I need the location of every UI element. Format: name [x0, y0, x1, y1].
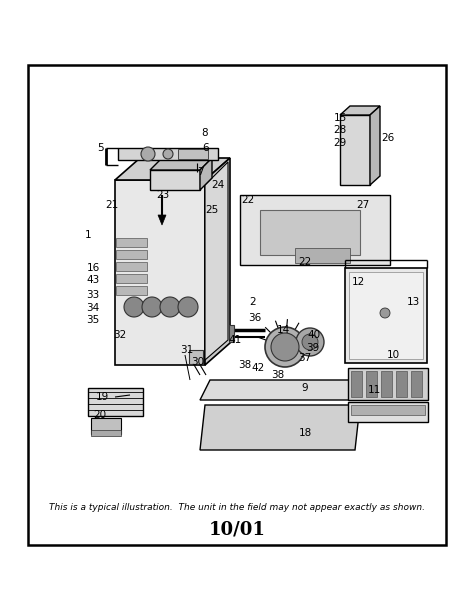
Text: 30: 30 [191, 357, 205, 367]
Polygon shape [115, 158, 230, 180]
Polygon shape [200, 158, 212, 190]
Bar [351, 371, 362, 397]
Text: 6: 6 [203, 143, 210, 153]
Circle shape [380, 308, 390, 318]
Polygon shape [200, 380, 365, 400]
Bar [381, 371, 392, 397]
Text: 31: 31 [181, 345, 193, 355]
Bar [178, 149, 208, 159]
Text: 10: 10 [386, 350, 400, 360]
Text: 5: 5 [98, 143, 104, 153]
Circle shape [141, 147, 155, 161]
Polygon shape [158, 215, 166, 225]
Text: 42: 42 [251, 363, 264, 373]
Bar [411, 371, 422, 397]
Text: 2: 2 [250, 297, 256, 307]
Polygon shape [150, 170, 200, 190]
Text: 43: 43 [86, 275, 100, 285]
Polygon shape [116, 274, 147, 283]
Text: 26: 26 [382, 133, 395, 143]
Text: 14: 14 [276, 325, 290, 335]
Text: 37: 37 [298, 353, 311, 363]
Circle shape [163, 149, 173, 159]
Text: 38: 38 [238, 360, 252, 370]
Text: 41: 41 [228, 335, 242, 345]
Polygon shape [205, 158, 230, 365]
Bar [348, 402, 428, 422]
Text: 9: 9 [301, 383, 308, 393]
Text: 32: 32 [113, 330, 127, 340]
Text: 22: 22 [298, 257, 311, 267]
Text: 11: 11 [367, 385, 381, 395]
Polygon shape [116, 286, 147, 295]
Text: 7: 7 [197, 167, 203, 177]
Circle shape [178, 297, 198, 317]
Text: 35: 35 [86, 315, 100, 325]
Bar [91, 418, 121, 434]
Text: 10/01: 10/01 [209, 520, 265, 538]
Polygon shape [118, 148, 218, 160]
Polygon shape [116, 250, 147, 259]
Polygon shape [115, 180, 205, 365]
Text: 40: 40 [308, 330, 320, 340]
Text: 39: 39 [306, 343, 319, 353]
Text: 18: 18 [298, 428, 311, 438]
Circle shape [296, 328, 324, 356]
Text: 16: 16 [86, 263, 100, 273]
Text: 29: 29 [333, 138, 346, 148]
Text: 13: 13 [406, 297, 419, 307]
Text: 8: 8 [202, 128, 208, 138]
Polygon shape [116, 238, 147, 247]
Text: 28: 28 [333, 125, 346, 135]
Polygon shape [340, 106, 380, 115]
Text: 27: 27 [356, 200, 370, 210]
Text: 15: 15 [333, 113, 346, 123]
Circle shape [265, 327, 305, 367]
Polygon shape [340, 115, 370, 185]
Bar [88, 388, 143, 416]
Bar [345, 268, 427, 363]
Text: 33: 33 [86, 290, 100, 300]
Text: 34: 34 [86, 303, 100, 313]
Bar [351, 405, 425, 415]
Text: 36: 36 [248, 313, 262, 323]
Polygon shape [370, 106, 380, 185]
Text: 19: 19 [95, 392, 109, 402]
Text: 20: 20 [93, 410, 107, 420]
Polygon shape [150, 158, 212, 170]
Circle shape [124, 297, 144, 317]
Bar [348, 368, 428, 400]
Circle shape [142, 297, 162, 317]
Bar [295, 248, 350, 263]
Bar [366, 371, 377, 397]
Polygon shape [200, 405, 360, 450]
Text: 23: 23 [156, 190, 170, 200]
Bar [349, 272, 423, 359]
Bar [229, 325, 234, 342]
Polygon shape [116, 262, 147, 271]
Bar [260, 210, 360, 255]
Bar [28, 65, 446, 545]
Text: 12: 12 [351, 277, 365, 287]
Polygon shape [205, 162, 228, 360]
Circle shape [302, 334, 318, 350]
Bar [189, 350, 203, 364]
Circle shape [271, 333, 299, 361]
Circle shape [160, 297, 180, 317]
Text: This is a typical illustration.  The unit in the field may not appear exactly as: This is a typical illustration. The unit… [49, 502, 425, 511]
Text: 1: 1 [85, 230, 91, 240]
Text: 21: 21 [105, 200, 118, 210]
Text: 38: 38 [272, 370, 284, 380]
Text: 24: 24 [211, 180, 225, 190]
Text: 22: 22 [241, 195, 255, 205]
Polygon shape [240, 195, 390, 265]
Text: 25: 25 [205, 205, 219, 215]
Bar [91, 430, 121, 436]
Bar [396, 371, 407, 397]
